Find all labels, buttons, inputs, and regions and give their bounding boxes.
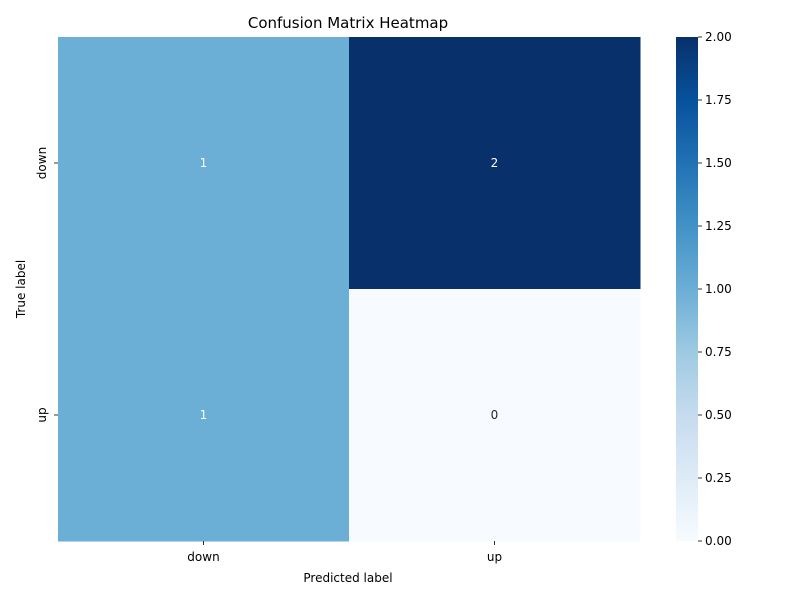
heatmap-cell-up-down bbox=[58, 289, 350, 542]
cell-value-label-up-up: 0 bbox=[491, 408, 499, 422]
colorbar-tick-label-1: 0.25 bbox=[705, 471, 732, 485]
colorbar-tick-label-8: 2.00 bbox=[705, 30, 732, 44]
y-axis-ticks: down up bbox=[35, 147, 58, 423]
colorbar-tick-label-6: 1.50 bbox=[705, 156, 732, 170]
heatmap-cells bbox=[58, 37, 641, 542]
cell-value-label-up-down: 1 bbox=[200, 408, 208, 422]
x-axis-label: Predicted label bbox=[303, 571, 392, 585]
colorbar-ticks: 0.00 0.25 0.50 0.75 1.00 1.25 1.50 1.75 2.00 bbox=[698, 30, 732, 548]
y-tick-label-down: down bbox=[35, 147, 49, 179]
heatmap-cell-up-up bbox=[349, 289, 641, 542]
x-tick-label-up: up bbox=[487, 550, 502, 564]
colorbar bbox=[676, 37, 698, 541]
x-axis-ticks: down up bbox=[187, 541, 502, 564]
y-tick-label-up: up bbox=[35, 407, 49, 422]
chart-title: Confusion Matrix Heatmap bbox=[248, 14, 448, 32]
colorbar-tick-label-7: 1.75 bbox=[705, 93, 732, 107]
colorbar-tick-label-5: 1.25 bbox=[705, 219, 732, 233]
colorbar-tick-label-3: 0.75 bbox=[705, 345, 732, 359]
heatmap-cell-labels: 1 2 1 0 bbox=[200, 156, 499, 422]
colorbar-tick-label-4: 1.00 bbox=[705, 282, 732, 296]
x-tick-label-down: down bbox=[187, 550, 219, 564]
colorbar-tick-label-2: 0.50 bbox=[705, 408, 732, 422]
cell-value-label-down-up: 2 bbox=[491, 156, 499, 170]
heatmap-cell-down-down bbox=[58, 37, 350, 290]
heatmap-cell-down-up bbox=[349, 37, 641, 290]
cell-value-label-down-down: 1 bbox=[200, 156, 208, 170]
y-axis-label: True label bbox=[14, 260, 28, 319]
colorbar-tick-label-0: 0.00 bbox=[705, 534, 732, 548]
